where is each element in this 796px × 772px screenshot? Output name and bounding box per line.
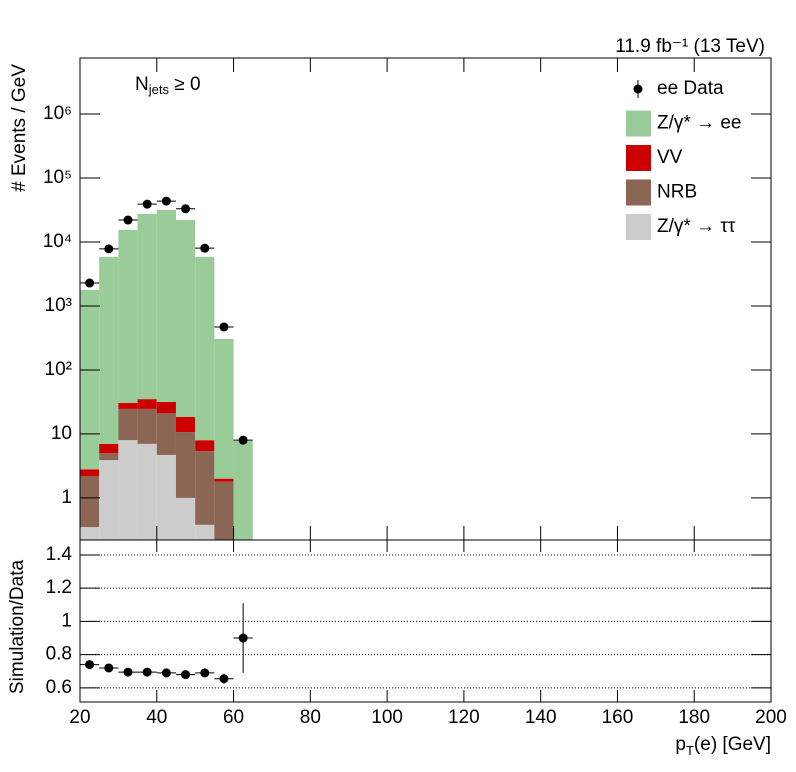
x-tick-label: 160 xyxy=(602,707,634,728)
histogram-bar xyxy=(99,443,119,454)
histogram-bar xyxy=(137,408,157,444)
top-plot-area xyxy=(80,196,253,540)
histogram-bar xyxy=(99,453,119,461)
ratio-point xyxy=(104,663,114,673)
histogram-bar xyxy=(137,443,157,540)
data-point xyxy=(104,244,114,254)
annotation-main: N xyxy=(135,74,149,95)
histogram-bar xyxy=(195,257,215,441)
y-tick-label: 10³ xyxy=(45,295,72,316)
data-point xyxy=(123,215,133,225)
legend-swatch xyxy=(626,214,651,240)
ratio-point xyxy=(85,660,95,670)
y-tick-label: 10⁵ xyxy=(43,167,72,188)
y-axis-label: # Events / GeV xyxy=(9,64,30,192)
y-tick-label: 1.2 xyxy=(46,577,72,598)
y-tick-label: 10 xyxy=(51,423,72,444)
histogram-bar xyxy=(99,256,119,444)
histogram-bar xyxy=(195,451,215,525)
ratio-y-axis-label: Simulation/Data xyxy=(7,560,28,695)
ratio-point xyxy=(238,633,248,643)
histogram-bar xyxy=(80,289,100,470)
histogram-bar xyxy=(156,401,176,414)
ratio-point xyxy=(200,668,210,678)
legend-marker xyxy=(633,84,643,94)
legend-label: Z/γ* → ee xyxy=(657,113,741,134)
x-tick-label: 100 xyxy=(371,707,403,728)
histogram-bar xyxy=(118,408,138,441)
ratio-point xyxy=(181,670,191,680)
legend-label: VV xyxy=(657,147,683,168)
histogram-bar xyxy=(118,229,138,403)
y-tick-label: 1 xyxy=(61,610,72,631)
y-tick-label: 0.6 xyxy=(46,677,72,698)
x-axis-label-sub: T xyxy=(686,743,694,758)
ratio-point xyxy=(123,667,133,677)
legend-swatch xyxy=(626,145,651,171)
legend-label: Z/γ* → ττ xyxy=(657,216,736,237)
annotation: Njets ≥ 0 xyxy=(135,74,201,97)
histogram-bar xyxy=(156,209,176,402)
histogram-bar xyxy=(137,213,157,400)
data-point xyxy=(85,278,95,288)
x-tick-label: 60 xyxy=(223,707,244,728)
x-tick-label: 40 xyxy=(146,707,167,728)
y-tick-label: 1 xyxy=(61,487,72,508)
histogram-bar xyxy=(175,497,196,540)
x-tick-label: 80 xyxy=(300,707,321,728)
x-tick-label: 20 xyxy=(69,707,90,728)
histogram-bar xyxy=(118,402,138,409)
legend-swatch xyxy=(626,179,651,206)
y-tick-label: 10⁴ xyxy=(43,231,72,252)
histogram-bar xyxy=(80,469,100,477)
annotation-rest: ≥ 0 xyxy=(169,74,201,95)
legend-label: NRB xyxy=(657,182,697,203)
x-axis-label-main: p xyxy=(675,734,686,755)
data-point xyxy=(219,322,229,332)
histogram-bar xyxy=(80,527,100,540)
axes: 1 10 10² 10³ 10⁴ 10⁵ 10⁶ 0.6 0.8 1 1.2 1.4 20 40 60 80 1… xyxy=(43,58,787,728)
histogram-bar xyxy=(214,338,234,479)
histogram-bar xyxy=(195,440,215,452)
y-tick-label: 10² xyxy=(45,359,72,380)
ratio-point xyxy=(219,674,229,684)
y-tick-label: 1.4 xyxy=(46,544,73,565)
histogram-bar xyxy=(175,416,196,433)
ratio-plot-area xyxy=(80,554,771,689)
ratio-frame xyxy=(79,539,772,703)
histogram-bar xyxy=(214,481,234,540)
data-point xyxy=(181,204,191,214)
x-tick-label: 120 xyxy=(448,707,480,728)
lumi-label: 11.9 fb⁻¹ (13 TeV) xyxy=(615,36,765,57)
data-point xyxy=(142,199,152,209)
y-tick-label: 0.8 xyxy=(46,644,72,665)
histogram-bar xyxy=(214,478,234,482)
x-tick-label: 200 xyxy=(755,707,787,728)
data-point xyxy=(238,435,248,445)
legend-swatch xyxy=(626,110,651,137)
ratio-point xyxy=(142,667,152,677)
histogram-bar xyxy=(175,432,196,498)
histogram-bar xyxy=(118,440,138,540)
legend-label: ee Data xyxy=(657,78,724,99)
legend: ee Data Z/γ* → ee VV NRB Z/γ* → ττ xyxy=(626,78,741,240)
x-tick-label: 140 xyxy=(525,707,557,728)
ratio-point xyxy=(161,668,171,678)
annotation-sub: jets xyxy=(148,82,170,97)
histogram-bar xyxy=(137,399,157,409)
histogram-bar xyxy=(175,220,196,417)
y-tick-label: 10⁶ xyxy=(43,103,72,124)
data-point xyxy=(200,243,210,253)
data-point xyxy=(161,196,171,206)
histogram-bar xyxy=(156,454,176,540)
histogram-bar xyxy=(80,476,100,528)
histogram-bar xyxy=(233,440,253,540)
x-axis-label-rest: (e) [GeV] xyxy=(694,734,771,755)
histogram-bar xyxy=(99,460,119,540)
histogram-bar xyxy=(156,413,176,455)
histogram-bar xyxy=(195,524,215,540)
x-tick-label: 180 xyxy=(678,707,710,728)
x-axis-label: pT(e) [GeV] xyxy=(675,734,771,758)
